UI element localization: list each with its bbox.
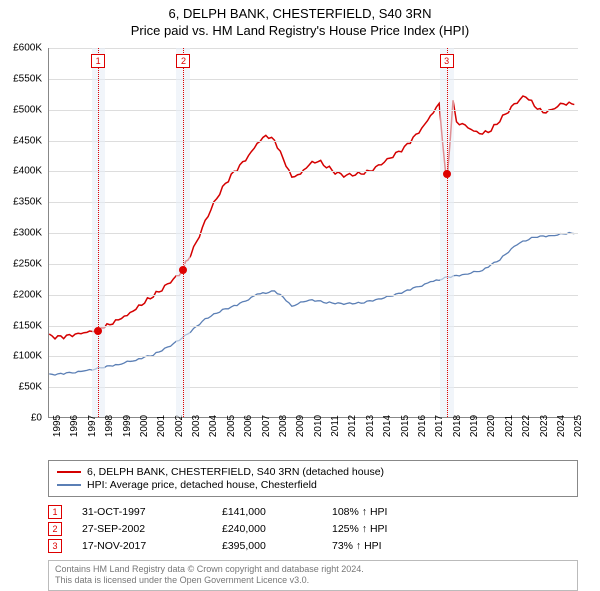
legend-row: 6, DELPH BANK, CHESTERFIELD, S40 3RN (de…	[57, 466, 569, 478]
gridline	[49, 202, 578, 203]
y-axis-label: £400K	[2, 166, 42, 177]
sale-dashline	[447, 48, 448, 417]
y-axis-label: £550K	[2, 73, 42, 84]
sale-marker-box: 2	[176, 54, 190, 68]
gridline	[49, 387, 578, 388]
footer-line2: This data is licensed under the Open Gov…	[55, 575, 571, 586]
x-axis-label: 2021	[504, 415, 515, 437]
x-axis-label: 2023	[539, 415, 550, 437]
gridline	[49, 171, 578, 172]
sales-date: 27-SEP-2002	[82, 523, 222, 535]
x-axis-label: 2000	[139, 415, 150, 437]
sale-marker-point	[443, 170, 451, 178]
x-axis-label: 2016	[417, 415, 428, 437]
sale-marker-point	[94, 327, 102, 335]
x-axis-label: 1996	[69, 415, 80, 437]
legend-swatch	[57, 484, 81, 486]
sales-price: £395,000	[222, 540, 332, 552]
x-axis-label: 2024	[556, 415, 567, 437]
sales-price: £141,000	[222, 506, 332, 518]
y-axis-label: £50K	[2, 382, 42, 393]
price-chart: £0£50K£100K£150K£200K£250K£300K£350K£400…	[48, 48, 578, 418]
x-axis-label: 1997	[87, 415, 98, 437]
x-axis-label: 2003	[191, 415, 202, 437]
sale-dashline	[183, 48, 184, 417]
y-axis-label: £250K	[2, 258, 42, 269]
gridline	[49, 264, 578, 265]
x-axis-label: 2008	[278, 415, 289, 437]
y-axis-label: £200K	[2, 289, 42, 300]
y-axis-label: £450K	[2, 135, 42, 146]
y-axis-label: £0	[2, 413, 42, 424]
sales-row: 2 27-SEP-2002£240,000125% ↑ HPI	[48, 522, 578, 536]
x-axis-label: 2015	[400, 415, 411, 437]
x-axis-label: 2022	[521, 415, 532, 437]
x-axis-label: 2002	[174, 415, 185, 437]
x-axis-label: 2012	[347, 415, 358, 437]
sales-marker-box: 2	[48, 522, 62, 536]
sales-date: 31-OCT-1997	[82, 506, 222, 518]
sale-marker-box: 3	[440, 54, 454, 68]
x-axis-label: 2006	[243, 415, 254, 437]
x-axis-label: 2017	[434, 415, 445, 437]
gridline	[49, 141, 578, 142]
gridline	[49, 295, 578, 296]
legend-label: 6, DELPH BANK, CHESTERFIELD, S40 3RN (de…	[87, 466, 384, 478]
y-axis-label: £350K	[2, 197, 42, 208]
sales-pct: 125% ↑ HPI	[332, 523, 452, 535]
x-axis-label: 2011	[330, 415, 341, 437]
sale-marker-point	[179, 266, 187, 274]
y-axis-label: £300K	[2, 228, 42, 239]
sales-row: 1 31-OCT-1997£141,000108% ↑ HPI	[48, 505, 578, 519]
gridline	[49, 48, 578, 49]
sales-table: 1 31-OCT-1997£141,000108% ↑ HPI 2 27-SEP-20…	[48, 502, 578, 556]
legend-row: HPI: Average price, detached house, Ches…	[57, 479, 569, 491]
x-axis-label: 2001	[156, 415, 167, 437]
gridline	[49, 356, 578, 357]
gridline	[49, 79, 578, 80]
x-axis-label: 2013	[365, 415, 376, 437]
legend-label: HPI: Average price, detached house, Ches…	[87, 479, 317, 491]
chart-legend: 6, DELPH BANK, CHESTERFIELD, S40 3RN (de…	[48, 460, 578, 497]
x-axis-label: 2020	[486, 415, 497, 437]
footer-line1: Contains HM Land Registry data © Crown c…	[55, 564, 571, 575]
series-property	[49, 96, 574, 339]
sales-marker-box: 3	[48, 539, 62, 553]
x-axis-label: 1995	[52, 415, 63, 437]
sales-pct: 108% ↑ HPI	[332, 506, 452, 518]
y-axis-label: £600K	[2, 43, 42, 54]
series-hpi	[49, 233, 574, 376]
x-axis-label: 1998	[104, 415, 115, 437]
y-axis-label: £150K	[2, 320, 42, 331]
gridline	[49, 110, 578, 111]
sales-date: 17-NOV-2017	[82, 540, 222, 552]
y-axis-label: £100K	[2, 351, 42, 362]
sales-marker-box: 1	[48, 505, 62, 519]
gridline	[49, 233, 578, 234]
sale-marker-box: 1	[91, 54, 105, 68]
x-axis-label: 2009	[295, 415, 306, 437]
x-axis-label: 2010	[313, 415, 324, 437]
page-subtitle: Price paid vs. HM Land Registry's House …	[0, 23, 600, 38]
sales-price: £240,000	[222, 523, 332, 535]
gridline	[49, 326, 578, 327]
x-axis-label: 2004	[208, 415, 219, 437]
sales-pct: 73% ↑ HPI	[332, 540, 452, 552]
license-footer: Contains HM Land Registry data © Crown c…	[48, 560, 578, 591]
y-axis-label: £500K	[2, 104, 42, 115]
x-axis-label: 2014	[382, 415, 393, 437]
sale-dashline	[98, 48, 99, 417]
x-axis-label: 1999	[122, 415, 133, 437]
legend-swatch	[57, 471, 81, 473]
x-axis-label: 2007	[261, 415, 272, 437]
page-address-title: 6, DELPH BANK, CHESTERFIELD, S40 3RN	[0, 6, 600, 21]
x-axis-label: 2005	[226, 415, 237, 437]
x-axis-label: 2019	[469, 415, 480, 437]
x-axis-label: 2025	[573, 415, 584, 437]
sales-row: 3 17-NOV-2017£395,00073% ↑ HPI	[48, 539, 578, 553]
x-axis-label: 2018	[452, 415, 463, 437]
